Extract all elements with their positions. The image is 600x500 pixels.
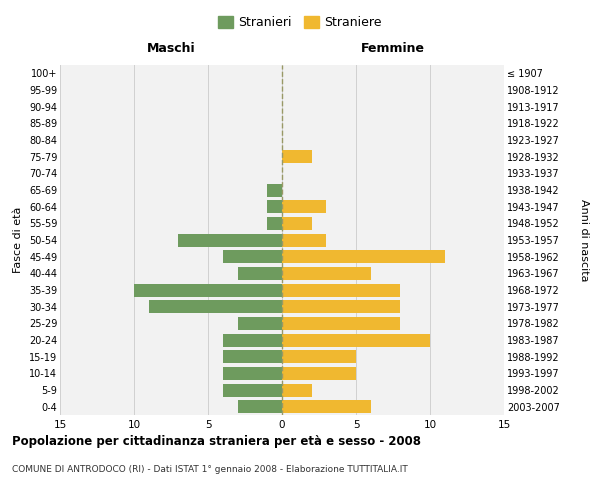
- Text: COMUNE DI ANTRODOCO (RI) - Dati ISTAT 1° gennaio 2008 - Elaborazione TUTTITALIA.: COMUNE DI ANTRODOCO (RI) - Dati ISTAT 1°…: [12, 465, 408, 474]
- Bar: [282, 250, 445, 263]
- Bar: [282, 150, 311, 163]
- Bar: [223, 334, 282, 346]
- Bar: [149, 300, 282, 313]
- Text: Popolazione per cittadinanza straniera per età e sesso - 2008: Popolazione per cittadinanza straniera p…: [12, 435, 421, 448]
- Bar: [282, 334, 430, 346]
- Bar: [282, 200, 326, 213]
- Bar: [282, 367, 356, 380]
- Bar: [282, 234, 326, 246]
- Bar: [223, 367, 282, 380]
- Bar: [223, 350, 282, 363]
- Text: Femmine: Femmine: [361, 42, 425, 55]
- Bar: [238, 400, 282, 413]
- Bar: [223, 250, 282, 263]
- Bar: [238, 317, 282, 330]
- Bar: [134, 284, 282, 296]
- Bar: [282, 267, 371, 280]
- Bar: [267, 184, 282, 196]
- Bar: [282, 350, 356, 363]
- Bar: [282, 300, 400, 313]
- Y-axis label: Anni di nascita: Anni di nascita: [579, 198, 589, 281]
- Bar: [282, 400, 371, 413]
- Bar: [267, 200, 282, 213]
- Bar: [282, 217, 311, 230]
- Legend: Stranieri, Straniere: Stranieri, Straniere: [213, 11, 387, 34]
- Bar: [238, 267, 282, 280]
- Y-axis label: Fasce di età: Fasce di età: [13, 207, 23, 273]
- Bar: [282, 384, 311, 396]
- Bar: [178, 234, 282, 246]
- Bar: [282, 284, 400, 296]
- Text: Maschi: Maschi: [146, 42, 196, 55]
- Bar: [267, 217, 282, 230]
- Bar: [282, 317, 400, 330]
- Bar: [223, 384, 282, 396]
